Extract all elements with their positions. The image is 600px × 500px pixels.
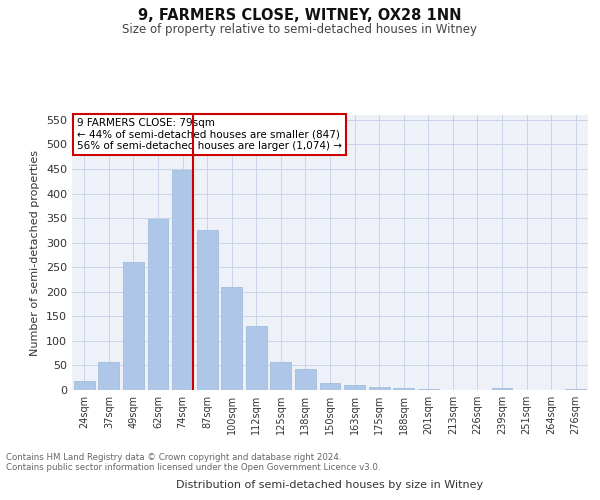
- Bar: [271, 362, 292, 390]
- Bar: [74, 381, 95, 390]
- Bar: [221, 287, 242, 390]
- Text: 9 FARMERS CLOSE: 79sqm
← 44% of semi-detached houses are smaller (847)
56% of se: 9 FARMERS CLOSE: 79sqm ← 44% of semi-det…: [77, 118, 342, 151]
- Bar: [393, 388, 414, 390]
- Bar: [98, 362, 119, 390]
- Text: 9, FARMERS CLOSE, WITNEY, OX28 1NN: 9, FARMERS CLOSE, WITNEY, OX28 1NN: [138, 8, 462, 22]
- Bar: [246, 326, 267, 390]
- Bar: [565, 388, 586, 390]
- Bar: [418, 389, 439, 390]
- Bar: [344, 385, 365, 390]
- Bar: [123, 262, 144, 390]
- Text: Distribution of semi-detached houses by size in Witney: Distribution of semi-detached houses by …: [176, 480, 484, 490]
- Bar: [148, 219, 169, 390]
- Bar: [320, 382, 340, 390]
- Text: Contains public sector information licensed under the Open Government Licence v3: Contains public sector information licen…: [6, 464, 380, 472]
- Bar: [172, 170, 193, 390]
- Y-axis label: Number of semi-detached properties: Number of semi-detached properties: [31, 150, 40, 356]
- Bar: [491, 388, 512, 390]
- Text: Size of property relative to semi-detached houses in Witney: Size of property relative to semi-detach…: [122, 22, 478, 36]
- Bar: [368, 386, 389, 390]
- Text: Contains HM Land Registry data © Crown copyright and database right 2024.: Contains HM Land Registry data © Crown c…: [6, 454, 341, 462]
- Bar: [197, 230, 218, 390]
- Bar: [295, 370, 316, 390]
